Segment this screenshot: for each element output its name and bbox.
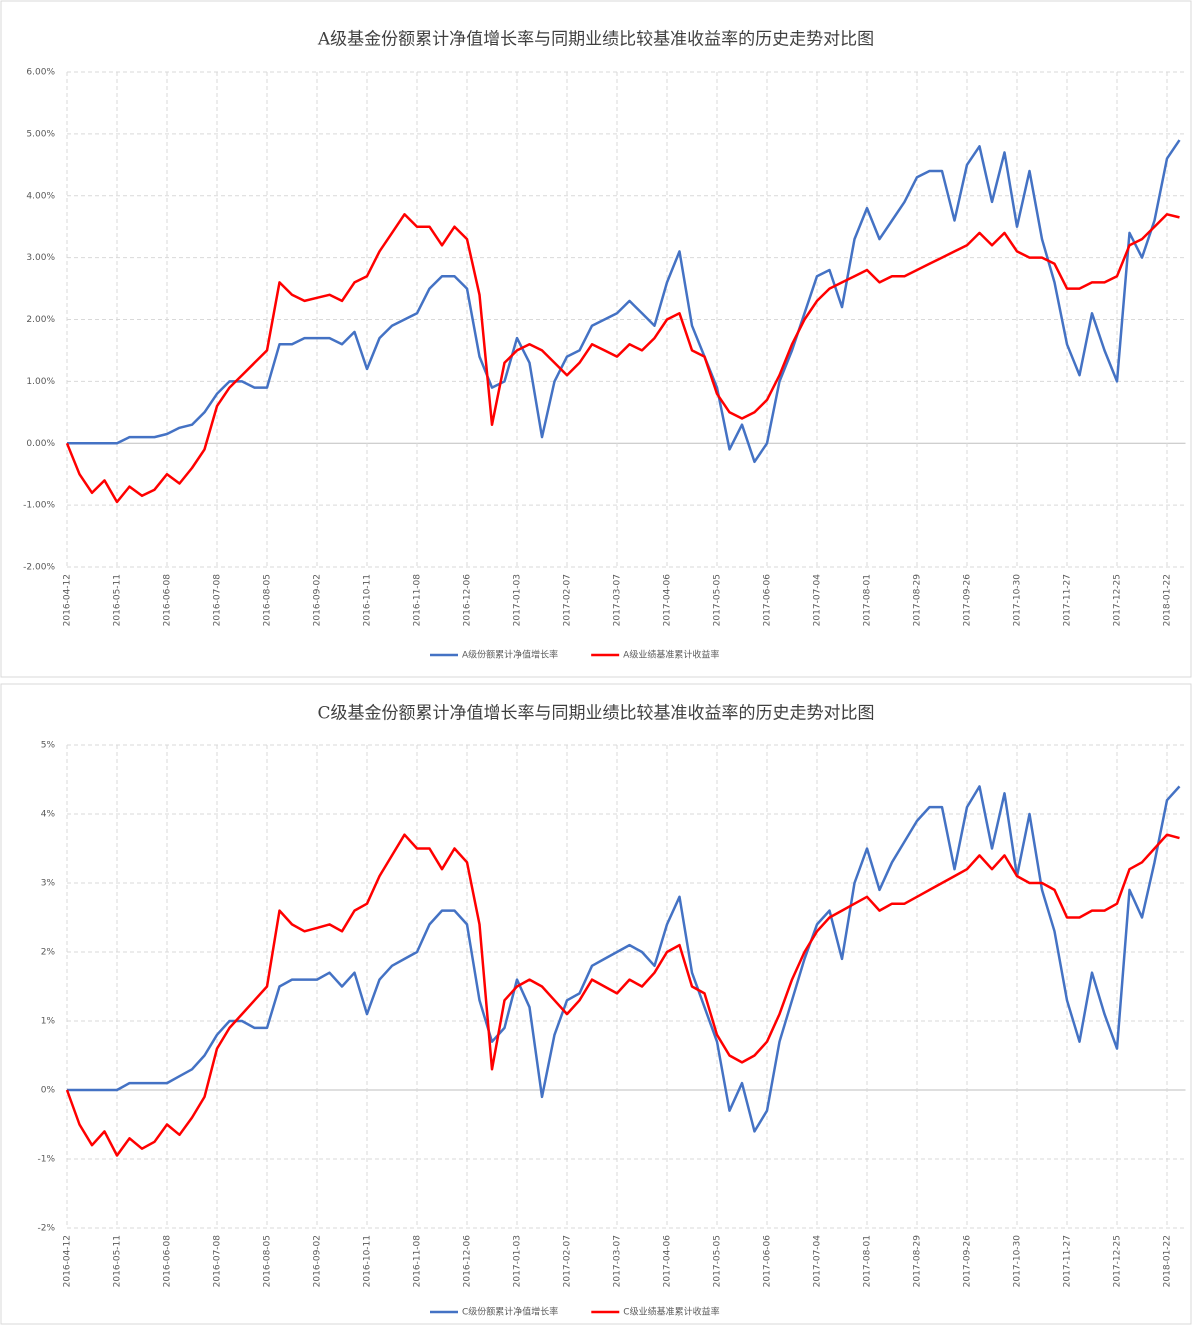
legend-label: C级业绩基准累计收益率 — [623, 1306, 719, 1318]
series-line — [67, 139, 1181, 464]
y-tick-label: 5% — [41, 741, 56, 751]
x-tick-label: 2017-02-07 — [563, 574, 573, 626]
y-tick-label: 4.00% — [26, 191, 55, 201]
x-tick-label: 2016-10-11 — [363, 574, 373, 626]
x-tick-label: 2017-01-03 — [513, 574, 523, 626]
x-tick-label: 2017-04-06 — [663, 574, 673, 627]
x-tick-label: 2017-07-04 — [813, 1235, 823, 1288]
x-tick-label: 2016-07-08 — [213, 1235, 223, 1288]
x-tick-label: 2017-12-25 — [1113, 1235, 1123, 1287]
x-tick-label: 2017-08-29 — [913, 1235, 923, 1288]
x-tick-label: 2017-11-27 — [1063, 1235, 1073, 1287]
x-tick-label: 2016-12-06 — [463, 574, 473, 627]
x-tick-label: 2017-10-30 — [1013, 1235, 1023, 1288]
x-tick-label: 2016-10-11 — [363, 1235, 373, 1287]
legend-label: A级份额累计净值增长率 — [462, 649, 558, 661]
x-tick-label: 2016-04-12 — [63, 574, 73, 626]
y-tick-label: 3.00% — [26, 253, 55, 263]
x-tick-label: 2017-03-07 — [613, 574, 623, 626]
y-tick-label: -2% — [37, 1224, 55, 1234]
y-tick-label: 2% — [41, 948, 56, 958]
chart-frame — [0, 0, 1192, 678]
x-tick-label: 2016-05-11 — [113, 574, 123, 626]
chart-title: A级基金份额累计净值增长率与同期业绩比较基准收益率的历史走势对比图 — [317, 30, 874, 50]
x-tick-label: 2016-12-06 — [463, 1235, 473, 1288]
x-tick-label: 2017-06-06 — [763, 574, 773, 627]
x-tick-label: 2017-09-26 — [963, 1235, 973, 1288]
y-tick-label: 2.00% — [26, 315, 55, 325]
x-tick-label: 2017-05-05 — [713, 574, 723, 626]
x-tick-label: 2016-08-05 — [263, 574, 273, 626]
y-tick-label: 4% — [41, 810, 56, 820]
x-tick-label: 2017-02-07 — [563, 1235, 573, 1287]
chart-title: C级基金份额累计净值增长率与同期业绩比较基准收益率的历史走势对比图 — [317, 704, 874, 724]
x-tick-label: 2016-09-02 — [313, 574, 323, 626]
x-tick-label: 2017-03-07 — [613, 1235, 623, 1287]
x-tick-label: 2017-08-01 — [863, 574, 873, 626]
y-tick-label: 1.00% — [26, 377, 55, 387]
x-tick-label: 2016-08-05 — [263, 1235, 273, 1287]
series-line — [65, 213, 1180, 504]
x-tick-label: 2017-11-27 — [1063, 574, 1073, 626]
x-tick-label: 2016-06-08 — [163, 1235, 173, 1288]
y-tick-label: 3% — [41, 879, 56, 889]
x-tick-label: 2016-04-12 — [63, 1235, 73, 1287]
x-tick-label: 2016-09-02 — [313, 1235, 323, 1287]
x-tick-label: 2017-06-06 — [763, 1235, 773, 1288]
series-line — [65, 833, 1180, 1157]
chart-frame — [0, 683, 1192, 1325]
x-tick-label: 2017-10-30 — [1013, 574, 1023, 627]
x-tick-label: 2017-05-05 — [713, 1235, 723, 1287]
x-tick-label: 2017-01-03 — [513, 1235, 523, 1287]
y-tick-label: 6.00% — [26, 68, 55, 78]
x-tick-label: 2016-07-08 — [213, 574, 223, 627]
x-tick-label: 2018-01-22 — [1163, 574, 1173, 626]
y-tick-label: 1% — [41, 1017, 56, 1027]
legend-label: C级份额累计净值增长率 — [462, 1306, 558, 1318]
x-tick-label: 2017-07-04 — [813, 574, 823, 627]
x-tick-label: 2017-09-26 — [963, 574, 973, 627]
y-tick-label: 0.00% — [26, 439, 55, 449]
legend-label: A级业绩基准累计收益率 — [623, 649, 719, 661]
y-tick-label: -2.00% — [23, 563, 55, 573]
series-line — [67, 785, 1181, 1133]
x-tick-label: 2016-11-08 — [413, 574, 423, 627]
x-tick-label: 2016-05-11 — [113, 1235, 123, 1287]
y-tick-label: -1.00% — [23, 501, 55, 511]
y-tick-label: 0% — [41, 1086, 56, 1096]
x-tick-label: 2017-08-29 — [913, 574, 923, 627]
x-tick-label: 2018-01-22 — [1163, 1235, 1173, 1287]
y-tick-label: -1% — [37, 1155, 55, 1165]
x-tick-label: 2016-11-08 — [413, 1235, 423, 1288]
x-tick-label: 2017-04-06 — [663, 1235, 673, 1288]
x-tick-label: 2017-08-01 — [863, 1235, 873, 1287]
x-tick-label: 2017-12-25 — [1113, 574, 1123, 626]
y-tick-label: 5.00% — [26, 129, 55, 139]
x-tick-label: 2016-06-08 — [163, 574, 173, 627]
